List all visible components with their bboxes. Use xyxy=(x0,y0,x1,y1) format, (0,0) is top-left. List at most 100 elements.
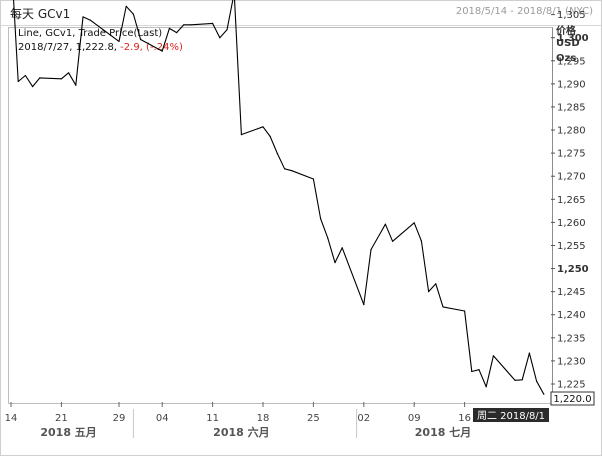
chart-title: 每天 GCv1 xyxy=(10,7,71,21)
legend-last-price: 2018/7/27, 1,222.8, xyxy=(18,42,117,53)
x-tick-label: 16 xyxy=(458,413,471,424)
y-tick-label: 1,265 xyxy=(557,195,586,206)
data-point xyxy=(226,29,228,31)
data-point xyxy=(334,262,336,264)
data-point xyxy=(492,355,494,357)
legend-series: Line, GCv1, Trade Price(Last) xyxy=(18,28,163,39)
x-tick-label: 11 xyxy=(206,413,219,424)
axis-unit-currency: USD xyxy=(556,38,580,49)
legend-last-value: 2018/7/27, 1,222.8, -2.9, (-.24%) xyxy=(18,42,183,53)
data-point xyxy=(428,291,430,293)
date-range: 2018/5/14 - 2018/8/1 (NYC) xyxy=(455,6,593,17)
data-point xyxy=(82,16,84,18)
data-point xyxy=(24,74,26,77)
data-point xyxy=(521,379,523,381)
data-point xyxy=(528,352,531,354)
data-point xyxy=(75,84,77,86)
x-tick-label: 02 xyxy=(357,413,370,424)
data-point xyxy=(284,168,286,170)
y-tick-label: 1,300 xyxy=(557,33,589,44)
title-bar: 每天 GCv1 2018/5/14 - 2018/8/1 (NYC) xyxy=(1,1,601,26)
data-point xyxy=(413,222,415,224)
legend-change: -2.9, (-.24%) xyxy=(120,42,183,53)
axis-unit-price: 价格 xyxy=(556,26,576,37)
data-point xyxy=(320,218,322,220)
data-point xyxy=(68,72,70,74)
data-point xyxy=(31,86,34,88)
x-tick-label: 25 xyxy=(307,413,320,424)
data-point xyxy=(39,77,41,79)
x-tick-label: 04 xyxy=(156,413,169,424)
data-point xyxy=(269,135,271,138)
last-price-marker: 1,220.0 xyxy=(550,391,595,406)
data-point xyxy=(370,249,372,251)
data-point xyxy=(60,78,63,80)
data-point xyxy=(341,247,343,249)
data-point xyxy=(543,393,545,395)
y-tick-label: 1,285 xyxy=(557,102,586,113)
x-tick-label: 14 xyxy=(5,413,18,424)
y-tick-label: 1,230 xyxy=(557,356,586,367)
data-point xyxy=(276,153,278,155)
x-tick-label: 29 xyxy=(113,413,126,424)
y-tick-label: 1,225 xyxy=(557,380,586,391)
y-tick-label: 1,260 xyxy=(557,218,586,229)
y-tick-label: 1,270 xyxy=(557,172,586,183)
data-point xyxy=(240,134,242,136)
y-tick-label: 1,305 xyxy=(557,10,586,21)
last-price-box xyxy=(550,391,595,406)
data-point xyxy=(132,13,134,15)
data-point xyxy=(161,50,163,52)
series-line xyxy=(13,0,545,395)
data-point xyxy=(392,240,394,242)
data-point xyxy=(471,370,473,373)
data-point xyxy=(219,37,221,39)
date-marker-box xyxy=(473,408,549,422)
axis-unit-ozs: Ozs xyxy=(556,53,577,64)
data-point xyxy=(384,223,386,225)
last-price-text: 1,220.0 xyxy=(553,394,591,405)
y-tick-label: 1,245 xyxy=(557,287,586,298)
data-point xyxy=(435,283,437,285)
data-point xyxy=(176,31,178,34)
data-point xyxy=(464,310,466,312)
x-tick-label: 21 xyxy=(55,413,68,424)
y-tick-label: 1,240 xyxy=(557,310,586,321)
y-tick-label: 1,275 xyxy=(557,149,586,160)
data-point xyxy=(291,170,293,172)
y-tick-label: 1,235 xyxy=(557,333,586,344)
x-tick-label: 09 xyxy=(408,413,421,424)
date-marker-text: 周二 2018/8/1 xyxy=(477,410,545,422)
data-point xyxy=(262,126,264,128)
y-tick-label: 1,250 xyxy=(557,264,589,275)
data-point xyxy=(140,38,142,41)
data-point xyxy=(442,306,444,308)
month-label: 2018 七月 xyxy=(415,425,471,439)
data-point xyxy=(17,80,19,83)
data-point xyxy=(183,24,185,26)
data-point xyxy=(514,379,516,381)
data-point xyxy=(212,22,214,24)
data-point xyxy=(89,19,91,21)
date-marker: 周二 2018/8/1 xyxy=(473,408,549,422)
data-point xyxy=(190,24,192,26)
data-point xyxy=(312,178,314,180)
y-tick-label: 1,255 xyxy=(557,241,586,252)
data-point xyxy=(125,5,127,7)
data-point xyxy=(485,386,487,388)
data-point xyxy=(363,304,365,306)
x-tick-label: 18 xyxy=(257,413,270,424)
data-point xyxy=(168,27,170,29)
plot-area[interactable] xyxy=(8,27,553,404)
data-point xyxy=(536,380,538,382)
month-label: 2018 五月 xyxy=(40,426,96,439)
data-point xyxy=(327,237,329,239)
y-tick-label: 1,290 xyxy=(557,79,586,90)
data-point xyxy=(420,240,422,242)
y-tick-label: 1,295 xyxy=(557,56,586,67)
y-tick-label: 1,280 xyxy=(557,126,586,137)
data-point xyxy=(118,40,120,43)
month-label: 2018 六月 xyxy=(213,425,269,439)
data-point xyxy=(478,369,480,371)
